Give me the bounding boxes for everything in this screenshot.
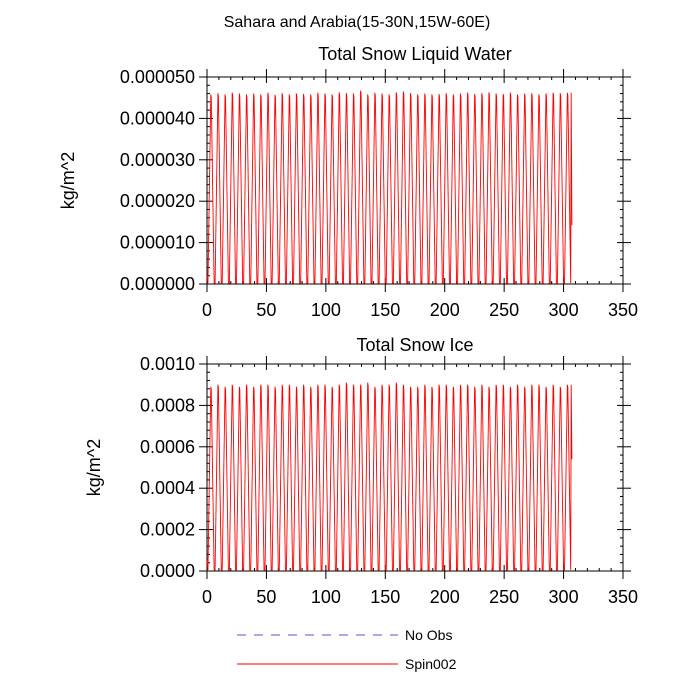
y-tick-label: 0.000030 xyxy=(120,150,195,170)
x-tick-label: 0 xyxy=(202,300,212,320)
y-tick-label: 0.000040 xyxy=(120,108,195,128)
chart-title: Total Snow Ice xyxy=(356,335,473,355)
x-tick-label: 350 xyxy=(608,587,638,607)
plot-frame xyxy=(206,363,624,572)
chart-panel-1: Total Snow Ice kg/m^2 0 50 100 150 200 250 300 35… xyxy=(84,335,638,607)
x-tick-label: 200 xyxy=(430,587,460,607)
y-tick-label: 0.000050 xyxy=(120,67,195,87)
y-tick-label: 0.0006 xyxy=(140,437,195,457)
y-tick-label: 0.0000 xyxy=(140,561,195,581)
legend: No Obs Spin002 xyxy=(237,627,457,672)
y-tick-label: 0.000020 xyxy=(120,191,195,211)
y-axis-label: kg/m^2 xyxy=(58,152,78,209)
x-tick-label: 350 xyxy=(608,300,638,320)
x-tick-label: 200 xyxy=(430,300,460,320)
series-line-spin002 xyxy=(206,382,573,571)
chart-title: Total Snow Liquid Water xyxy=(318,44,511,64)
x-tick-label: 100 xyxy=(311,587,341,607)
x-tick-label: 0 xyxy=(202,587,212,607)
y-tick-label: 0.0008 xyxy=(140,395,195,415)
plot-frame xyxy=(206,76,624,285)
series-line-spin002 xyxy=(206,90,573,284)
x-tick-label: 250 xyxy=(489,587,519,607)
y-tick-label: 0.0002 xyxy=(140,520,195,540)
legend-label: No Obs xyxy=(405,627,452,643)
x-tick-label: 300 xyxy=(549,587,579,607)
legend-label: Spin002 xyxy=(405,656,457,672)
y-tick-label: 0.0004 xyxy=(140,478,195,498)
y-tick-label: 0.000000 xyxy=(120,274,195,294)
x-tick-label: 250 xyxy=(489,300,519,320)
x-tick-label: 100 xyxy=(311,300,341,320)
x-tick-label: 50 xyxy=(256,300,276,320)
y-axis-label: kg/m^2 xyxy=(84,439,104,496)
figure-title: Sahara and Arabia(15-30N,15W-60E) xyxy=(224,14,491,31)
y-tick-label: 0.000010 xyxy=(120,233,195,253)
x-tick-label: 150 xyxy=(370,300,400,320)
chart-panel-0: Total Snow Liquid Water kg/m^2 0 50 100 150 20… xyxy=(58,44,638,320)
y-tick-label: 0.0010 xyxy=(140,354,195,374)
x-tick-label: 300 xyxy=(549,300,579,320)
x-tick-label: 150 xyxy=(370,587,400,607)
x-tick-label: 50 xyxy=(256,587,276,607)
